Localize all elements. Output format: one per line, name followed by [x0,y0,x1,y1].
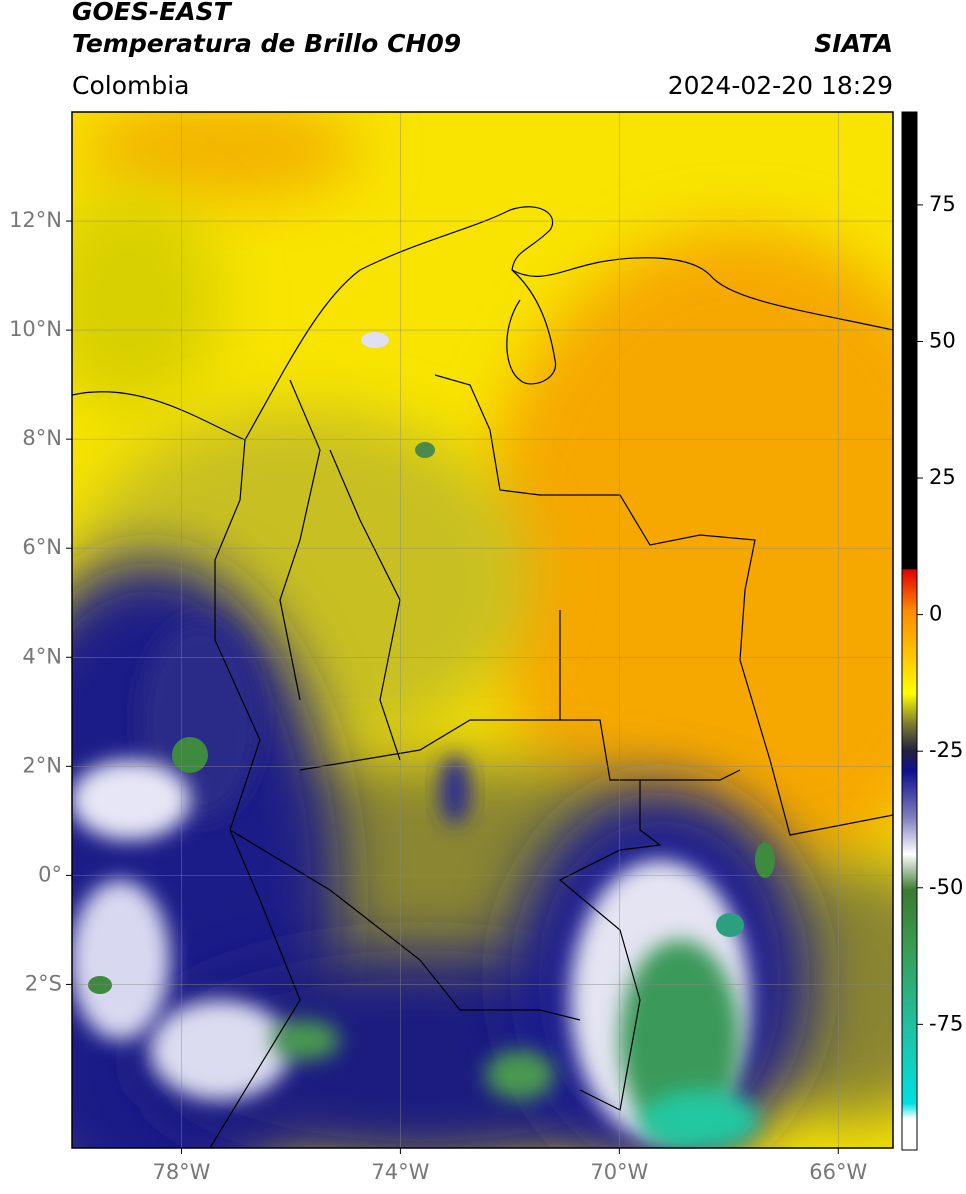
x-tick-label: 66°W [809,1160,867,1184]
colorbar [901,111,918,1151]
colorbar-tick-label: -50 [929,875,963,899]
source: SIATA [814,29,893,58]
colorbar-tick-label: -75 [929,1011,963,1035]
x-tick-label: 70°W [590,1160,648,1184]
y-tick-label: 10°N [9,317,62,341]
y-tick-label: 8°N [22,426,62,450]
title: GOES-EAST [72,0,233,26]
satellite-image [72,112,893,1148]
colorbar-tick-label: 25 [929,465,956,489]
y-tick-label: 2°N [22,753,62,777]
y-tick-label: 6°N [22,535,62,559]
borders [72,206,893,1148]
region: Colombia [72,71,189,100]
colorbar-tick-label: 0 [929,602,942,626]
grid [72,112,893,1148]
colorbar-tick-label: -25 [929,738,963,762]
x-tick-label: 74°W [371,1160,429,1184]
y-tick-label: 4°N [22,644,62,668]
y-tick-label: 0° [38,862,62,886]
y-tick-label: 2°S [25,971,62,995]
colorbar-tick-label: 75 [929,192,956,216]
subtitle: Temperatura de Brillo CH09 [72,29,461,58]
datetime: 2024-02-20 18:29 [668,71,893,100]
y-tick-label: 12°N [9,208,62,232]
map-frame [71,111,894,1149]
x-tick-label: 78°W [152,1160,210,1184]
colorbar-tick-label: 50 [929,328,956,352]
